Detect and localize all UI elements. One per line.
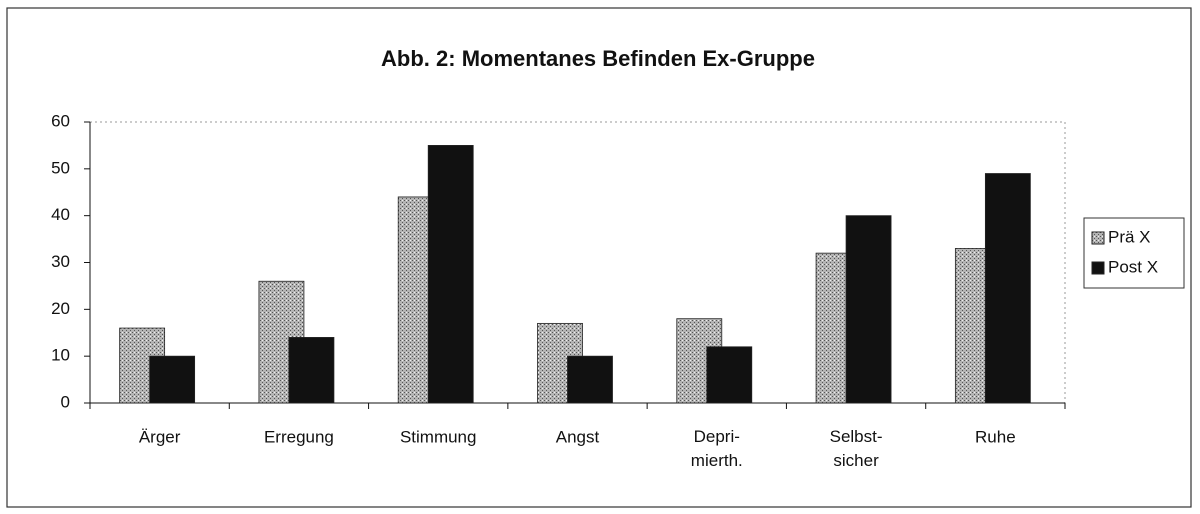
legend-box (1083, 217, 1185, 289)
bar (149, 355, 196, 404)
y-tick-label: 10 (51, 346, 70, 365)
x-tick-label: Erregung (264, 427, 334, 446)
bar (427, 145, 474, 404)
bar (984, 173, 1031, 404)
x-tick-label: Ärger (139, 427, 181, 446)
y-tick-label: 50 (51, 158, 70, 177)
y-tick-label: 0 (61, 392, 70, 411)
x-tick-label: Selbst-sicher (830, 427, 883, 470)
y-tick-label: 30 (51, 252, 70, 271)
x-tick-label: Angst (556, 427, 600, 446)
x-tick-label: Depri-mierth. (691, 427, 743, 470)
bar (288, 337, 335, 404)
x-tick-label: Ruhe (975, 427, 1016, 446)
legend-swatch (1091, 231, 1105, 245)
bar (706, 346, 753, 404)
y-tick-label: 60 (51, 111, 70, 130)
y-tick-label: 20 (51, 299, 70, 318)
frame (6, 7, 1192, 508)
bar (567, 355, 613, 404)
x-tick-label: Stimmung (400, 427, 477, 446)
chart-title: Abb. 2: Momentanes Befinden Ex-Gruppe (381, 46, 815, 71)
legend-swatch (1091, 261, 1105, 275)
y-tick-label: 40 (51, 205, 70, 224)
legend-label: Prä X (1108, 227, 1151, 246)
bar (845, 215, 892, 404)
legend-label: Post X (1108, 257, 1158, 276)
